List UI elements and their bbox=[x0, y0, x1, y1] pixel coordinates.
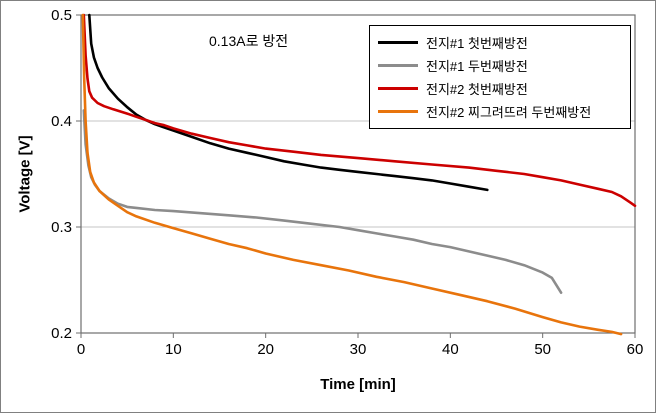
x-tick-label-60: 60 bbox=[627, 341, 644, 358]
legend-label-1: 전지#1 첫번째방전 bbox=[426, 36, 528, 51]
legend-line-sample-1 bbox=[378, 41, 418, 44]
annotation-text: 0.13A로 방전 bbox=[209, 33, 289, 49]
series-line-3 bbox=[82, 13, 637, 208]
legend-item-3: 전지#2 첫번째방전 bbox=[378, 77, 622, 100]
legend-label-4: 전지#2 찌그려뜨려 두번째방전 bbox=[426, 105, 592, 120]
x-tick-label-10: 10 bbox=[165, 341, 182, 358]
x-tick-label-0: 0 bbox=[77, 341, 85, 358]
legend-item-1: 전지#1 첫번째방전 bbox=[378, 31, 622, 54]
y-tick-label-0.4: 0.4 bbox=[51, 113, 72, 130]
legend-line-sample-2 bbox=[378, 64, 418, 67]
y-axis-label: Voltage [V] bbox=[16, 135, 34, 213]
x-axis-label: Time [min] bbox=[320, 376, 396, 393]
x-tick-label-20: 20 bbox=[257, 341, 274, 358]
legend-item-4: 전지#2 찌그려뜨려 두번째방전 bbox=[378, 100, 622, 123]
y-tick-label-0.3: 0.3 bbox=[51, 219, 72, 236]
legend-item-2: 전지#1 두번째방전 bbox=[378, 54, 622, 77]
x-tick-label-40: 40 bbox=[442, 341, 459, 358]
legend-label-3: 전지#2 첫번째방전 bbox=[426, 82, 528, 97]
legend-line-sample-4 bbox=[378, 110, 418, 113]
legend-line-sample-3 bbox=[378, 87, 418, 90]
x-tick-label-50: 50 bbox=[534, 341, 551, 358]
series-line-1 bbox=[88, 13, 489, 192]
legend-label-2: 전지#1 두번째방전 bbox=[426, 59, 528, 74]
x-tick-label-30: 30 bbox=[350, 341, 367, 358]
series-line-4 bbox=[81, 13, 623, 336]
y-tick-label-0.2: 0.2 bbox=[51, 325, 72, 342]
y-tick-label-0.5: 0.5 bbox=[51, 7, 72, 24]
